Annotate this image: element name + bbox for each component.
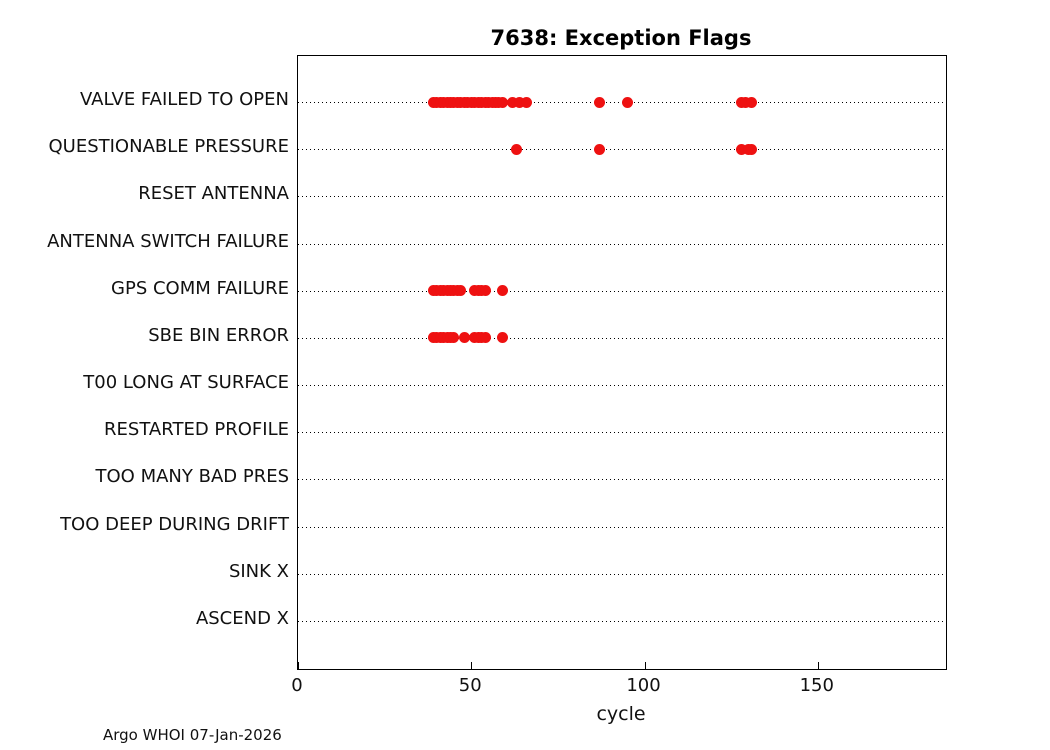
- grid-line: [298, 432, 946, 434]
- data-point: [593, 143, 605, 155]
- y-axis-label: QUESTIONABLE PRESSURE: [48, 136, 289, 158]
- x-axis-tick-label: 150: [799, 675, 834, 696]
- plot-area: [297, 55, 947, 670]
- data-point: [739, 96, 751, 108]
- y-axis-label: GPS COMM FAILURE: [111, 277, 289, 299]
- data-point: [496, 285, 508, 297]
- footer-annotation: Argo WHOI 07-Jan-2026: [103, 726, 282, 744]
- y-axis-label: ASCEND X: [195, 607, 289, 629]
- grid-line: [298, 479, 946, 481]
- y-axis-label: SBE BIN ERROR: [148, 324, 289, 346]
- y-axis-label: ANTENNA SWITCH FAILURE: [47, 230, 289, 252]
- x-axis-tick-label: 0: [291, 675, 303, 696]
- data-point: [479, 285, 491, 297]
- x-axis-tick-label: 100: [626, 675, 661, 696]
- x-axis-tick: [471, 662, 473, 669]
- x-axis-tick-label: 50: [458, 675, 482, 696]
- data-point: [496, 332, 508, 344]
- y-axis-label: RESTARTED PROFILE: [104, 419, 289, 441]
- grid-line: [298, 337, 946, 339]
- data-point: [507, 96, 519, 108]
- grid-line: [298, 196, 946, 198]
- data-point: [746, 96, 758, 108]
- y-axis-label: TOO DEEP DURING DRIFT: [60, 513, 289, 535]
- y-axis-label: TOO MANY BAD PRES: [95, 466, 289, 488]
- data-point: [736, 143, 748, 155]
- data-point: [458, 332, 470, 344]
- y-axis-label: SINK X: [228, 560, 289, 582]
- grid-line: [298, 243, 946, 245]
- y-axis-label: T00 LONG AT SURFACE: [83, 372, 289, 394]
- data-point: [746, 143, 758, 155]
- grid-line: [298, 290, 946, 292]
- data-point: [496, 96, 508, 108]
- grid-line: [298, 149, 946, 151]
- grid-line: [298, 620, 946, 622]
- data-point: [479, 332, 491, 344]
- x-axis-label: cycle: [596, 703, 646, 725]
- data-point: [514, 96, 526, 108]
- data-point: [455, 285, 467, 297]
- data-point: [521, 96, 533, 108]
- grid-line: [298, 385, 946, 387]
- x-axis-tick: [817, 662, 819, 669]
- data-point: [448, 332, 460, 344]
- x-axis-tick: [644, 662, 646, 669]
- chart-title: 7638: Exception Flags: [490, 26, 752, 50]
- grid-line: [298, 526, 946, 528]
- x-axis-tick: [298, 662, 299, 669]
- y-axis-label: VALVE FAILED TO OPEN: [80, 89, 289, 110]
- data-point: [510, 143, 522, 155]
- data-point: [621, 96, 633, 108]
- grid-line: [298, 573, 946, 575]
- y-axis-label: RESET ANTENNA: [138, 183, 289, 205]
- data-point: [593, 96, 605, 108]
